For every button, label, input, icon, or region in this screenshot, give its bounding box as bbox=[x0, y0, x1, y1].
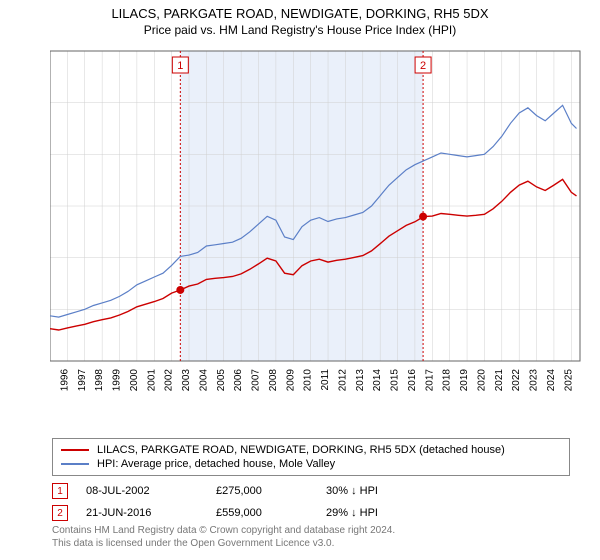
svg-text:1995: 1995 bbox=[50, 369, 53, 392]
sales-row: 1 08-JUL-2002 £275,000 30% ↓ HPI bbox=[52, 480, 436, 502]
sale-date: 21-JUN-2016 bbox=[86, 507, 216, 519]
svg-text:2005: 2005 bbox=[216, 369, 227, 392]
svg-text:2008: 2008 bbox=[268, 369, 279, 392]
legend-swatch bbox=[61, 463, 89, 465]
sale-delta: 29% ↓ HPI bbox=[326, 507, 436, 519]
legend-label: LILACS, PARKGATE ROAD, NEWDIGATE, DORKIN… bbox=[97, 444, 505, 456]
svg-text:2: 2 bbox=[420, 60, 426, 72]
footer-line: Contains HM Land Registry data © Crown c… bbox=[52, 524, 395, 537]
sale-marker-icon: 2 bbox=[52, 505, 68, 521]
sale-marker-icon: 1 bbox=[52, 483, 68, 499]
svg-text:2015: 2015 bbox=[390, 369, 401, 392]
sale-price: £275,000 bbox=[216, 485, 326, 497]
chart-plot-area: £0£200K£400K£600K£800K£1M£1.2M1995199619… bbox=[50, 46, 585, 401]
sales-row: 2 21-JUN-2016 £559,000 29% ↓ HPI bbox=[52, 502, 436, 524]
svg-text:2025: 2025 bbox=[563, 369, 574, 392]
svg-text:1999: 1999 bbox=[112, 369, 123, 392]
svg-text:1: 1 bbox=[177, 60, 183, 72]
legend-label: HPI: Average price, detached house, Mole… bbox=[97, 458, 335, 470]
svg-text:2012: 2012 bbox=[337, 369, 348, 392]
sales-table: 1 08-JUL-2002 £275,000 30% ↓ HPI 2 21-JU… bbox=[52, 480, 436, 524]
svg-text:2007: 2007 bbox=[251, 369, 262, 392]
svg-text:2009: 2009 bbox=[285, 369, 296, 392]
svg-text:2003: 2003 bbox=[181, 369, 192, 392]
svg-text:2016: 2016 bbox=[407, 369, 418, 392]
sale-delta: 30% ↓ HPI bbox=[326, 485, 436, 497]
svg-text:2011: 2011 bbox=[320, 369, 331, 391]
svg-text:2018: 2018 bbox=[442, 369, 453, 392]
svg-text:1997: 1997 bbox=[77, 369, 88, 392]
legend-item: LILACS, PARKGATE ROAD, NEWDIGATE, DORKIN… bbox=[61, 443, 561, 457]
chart-title: LILACS, PARKGATE ROAD, NEWDIGATE, DORKIN… bbox=[0, 0, 600, 21]
legend: LILACS, PARKGATE ROAD, NEWDIGATE, DORKIN… bbox=[52, 438, 570, 476]
chart-container: LILACS, PARKGATE ROAD, NEWDIGATE, DORKIN… bbox=[0, 0, 600, 560]
svg-text:2020: 2020 bbox=[476, 369, 487, 392]
svg-text:2010: 2010 bbox=[303, 369, 314, 392]
chart-svg: £0£200K£400K£600K£800K£1M£1.2M1995199619… bbox=[50, 46, 585, 401]
svg-text:2019: 2019 bbox=[459, 369, 470, 392]
sale-date: 08-JUL-2002 bbox=[86, 485, 216, 497]
svg-text:2024: 2024 bbox=[546, 369, 557, 392]
footer-line: This data is licensed under the Open Gov… bbox=[52, 537, 395, 550]
svg-text:2002: 2002 bbox=[164, 369, 175, 392]
svg-text:2006: 2006 bbox=[233, 369, 244, 392]
svg-text:2001: 2001 bbox=[146, 369, 157, 392]
legend-swatch bbox=[61, 449, 89, 451]
footer: Contains HM Land Registry data © Crown c… bbox=[52, 524, 395, 550]
chart-subtitle: Price paid vs. HM Land Registry's House … bbox=[0, 21, 600, 37]
svg-text:2004: 2004 bbox=[198, 369, 209, 392]
svg-text:2017: 2017 bbox=[424, 369, 435, 392]
sale-price: £559,000 bbox=[216, 507, 326, 519]
svg-text:2013: 2013 bbox=[355, 369, 366, 392]
svg-text:1998: 1998 bbox=[94, 369, 105, 392]
svg-text:2023: 2023 bbox=[529, 369, 540, 392]
svg-text:2014: 2014 bbox=[372, 369, 383, 392]
svg-text:2022: 2022 bbox=[511, 369, 522, 392]
svg-text:2000: 2000 bbox=[129, 369, 140, 392]
svg-text:2021: 2021 bbox=[494, 369, 505, 392]
svg-text:1996: 1996 bbox=[59, 369, 70, 392]
legend-item: HPI: Average price, detached house, Mole… bbox=[61, 457, 561, 471]
